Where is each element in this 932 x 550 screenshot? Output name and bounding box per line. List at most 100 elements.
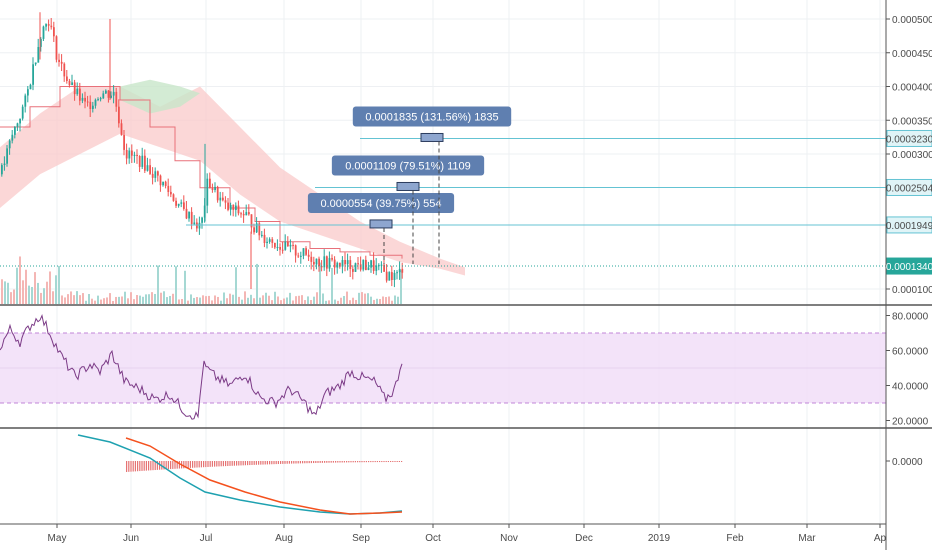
candle-body bbox=[66, 76, 68, 81]
volume-bar bbox=[127, 298, 129, 304]
volume-bar bbox=[181, 298, 183, 304]
rsi-panel[interactable] bbox=[0, 313, 886, 420]
macd-hist-bar bbox=[159, 461, 161, 470]
candle-body bbox=[211, 188, 214, 190]
volume-bar bbox=[67, 294, 69, 304]
time-tick-label: Oct bbox=[425, 533, 441, 544]
volume-bar bbox=[184, 270, 186, 304]
candle-body bbox=[229, 205, 232, 210]
candle-body bbox=[133, 154, 136, 156]
volume-bar bbox=[343, 296, 345, 304]
macd-hist-bar bbox=[357, 461, 359, 463]
volume-bar bbox=[118, 296, 120, 304]
candle-body bbox=[60, 61, 63, 64]
macd-hist-bar bbox=[269, 461, 271, 465]
volume-bar bbox=[247, 297, 249, 304]
volume-bar bbox=[331, 268, 333, 304]
volume-bar bbox=[10, 292, 12, 304]
volume-bar bbox=[322, 293, 324, 304]
macd-hist-bar bbox=[150, 461, 152, 471]
candle-body bbox=[16, 123, 19, 127]
macd-hist-bar bbox=[328, 461, 330, 463]
macd-hist-bar bbox=[310, 461, 312, 464]
target-levels[interactable]: 0.0000554 (39.75%) 554 0.0001109 (79.51%)… bbox=[0, 106, 886, 267]
macd-axis[interactable]: 0.0000 bbox=[886, 457, 923, 468]
macd-hist-bar bbox=[383, 461, 385, 463]
volume-bar bbox=[277, 296, 279, 304]
macd-hist-bar bbox=[398, 461, 400, 463]
price-panel[interactable]: 0.0000554 (39.75%) 554 0.0001109 (79.51%)… bbox=[0, 12, 886, 304]
candle-body bbox=[401, 268, 404, 273]
time-axis[interactable]: May Jun Jul Aug Sep Oct Nov Dec 2019 Feb Mar Ap bbox=[48, 524, 887, 544]
candle-body bbox=[68, 80, 71, 86]
rsi-line bbox=[0, 313, 403, 420]
projection-box[interactable] bbox=[396, 181, 420, 191]
macd-hist-bar bbox=[394, 461, 396, 463]
candle-body bbox=[346, 260, 349, 265]
macd-panel[interactable] bbox=[77, 434, 403, 515]
candle-body bbox=[164, 181, 167, 186]
macd-hist-bar bbox=[216, 461, 218, 467]
projection-box[interactable] bbox=[369, 219, 393, 229]
volume-bar bbox=[73, 295, 75, 304]
volume-bar bbox=[166, 297, 168, 304]
candle-body bbox=[232, 205, 235, 210]
projection-box[interactable] bbox=[420, 132, 444, 142]
candle-body bbox=[159, 175, 162, 186]
volume-bar bbox=[334, 299, 336, 304]
macd-hist-bar bbox=[343, 461, 345, 463]
candle-body bbox=[305, 248, 307, 255]
volume-bar bbox=[157, 265, 159, 304]
macd-hist-bar bbox=[167, 461, 169, 470]
candle-body bbox=[79, 88, 81, 101]
macd-hist-bar bbox=[187, 461, 189, 469]
candle-body bbox=[209, 178, 211, 189]
candle-body bbox=[154, 171, 157, 178]
macd-hist-bar bbox=[396, 461, 398, 463]
candle-body bbox=[354, 263, 357, 272]
volume-bar bbox=[301, 295, 303, 304]
macd-hist-bar bbox=[255, 461, 257, 465]
volume-bar bbox=[61, 295, 63, 304]
volume-bar bbox=[196, 297, 198, 304]
candle-body bbox=[328, 258, 331, 269]
candle-body bbox=[196, 222, 198, 229]
candle-body bbox=[71, 82, 73, 86]
candle-body bbox=[214, 186, 216, 190]
rsi-axis[interactable]: 80.0000 60.0000 40.0000 20.0000 bbox=[886, 312, 929, 428]
candle-body bbox=[398, 268, 401, 273]
macd-hist-bar bbox=[205, 461, 207, 468]
macd-hist-bar bbox=[335, 461, 337, 463]
volume-bar bbox=[169, 295, 171, 304]
volume-bar bbox=[265, 292, 267, 304]
macd-hist-bar bbox=[288, 461, 290, 464]
volume-bar bbox=[385, 297, 387, 304]
candle-body bbox=[128, 150, 131, 159]
candle-body bbox=[250, 214, 253, 228]
candle-body bbox=[118, 106, 120, 124]
candle-body bbox=[320, 266, 323, 268]
candle-body bbox=[141, 155, 144, 167]
candle-body bbox=[105, 90, 107, 94]
candle-body bbox=[375, 265, 378, 271]
macd-hist-bar bbox=[211, 461, 213, 467]
volume-bar bbox=[97, 295, 99, 304]
volume-bar bbox=[76, 291, 78, 304]
time-tick-label: Nov bbox=[500, 533, 518, 544]
macd-hist-bar bbox=[260, 461, 262, 465]
macd-hist-bar bbox=[247, 461, 249, 466]
candle-body bbox=[131, 150, 133, 156]
target-label: 0.0001835 (131.56%) 1835 bbox=[365, 111, 498, 123]
macd-hist-bar bbox=[385, 461, 387, 463]
volume-bar bbox=[346, 291, 348, 304]
macd-hist-bar bbox=[194, 461, 196, 468]
candle-body bbox=[27, 89, 29, 96]
macd-hist-bar bbox=[139, 461, 141, 472]
candle-body bbox=[307, 254, 310, 257]
candle-body bbox=[284, 241, 287, 250]
volume-bar bbox=[220, 300, 222, 304]
volume-bar bbox=[259, 297, 261, 304]
volume-bar bbox=[364, 293, 366, 304]
